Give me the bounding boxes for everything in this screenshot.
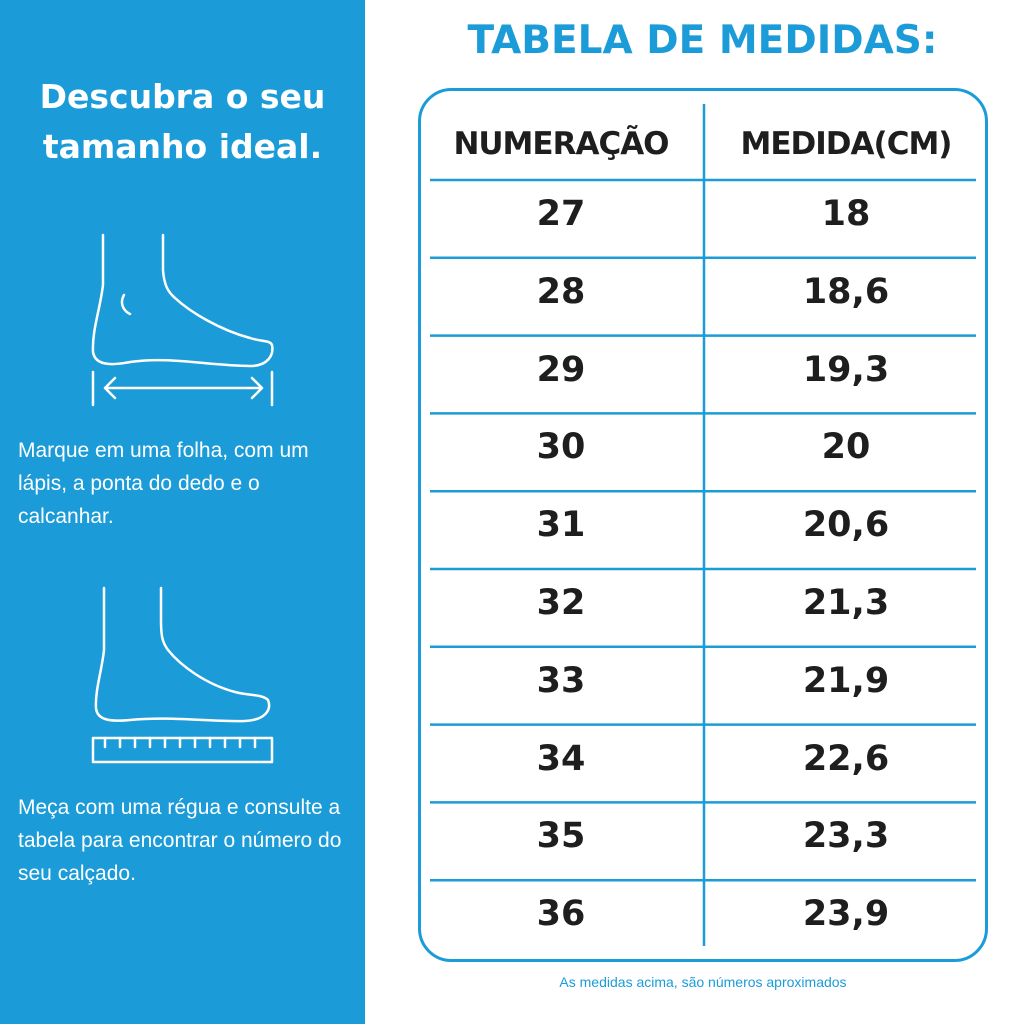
table-cell: 18,6 <box>802 271 890 312</box>
foot-outline <box>94 586 271 723</box>
table-cell: 19,3 <box>802 349 890 390</box>
heading-line: Descubra o seu <box>39 77 326 116</box>
table-cell: 18 <box>821 194 871 234</box>
ankle-mark <box>120 293 132 316</box>
ruler-ticks <box>103 736 257 749</box>
table-cell: 29 <box>536 349 586 390</box>
instruction-text: Marque em uma folha, com um lápis, a pon… <box>18 439 309 528</box>
table-cell: 20,6 <box>802 505 890 546</box>
instruction-text: Meça com uma régua e consulte a tabela p… <box>18 796 342 885</box>
footnote: As medidas acima, são números aproximado… <box>559 974 847 990</box>
table-cell: 28 <box>536 271 586 312</box>
column-header: NUMERAÇÃO <box>453 126 669 162</box>
foot-illustrations <box>91 233 274 764</box>
table-cell: 23,3 <box>802 816 890 857</box>
table-cell: 21,9 <box>802 660 890 701</box>
table-frame <box>418 88 988 962</box>
size-table: NUMERAÇÃO MEDIDA(CM) 27 18 28 18,6 29 19,3 30 20 3… <box>418 88 988 962</box>
info-panel <box>0 0 365 1024</box>
table-title: TABELA DE MEDIDAS: <box>467 18 938 63</box>
table-cell: 35 <box>536 816 586 857</box>
table-cell: 30 <box>536 427 586 468</box>
measure-arrow <box>91 370 274 407</box>
table-cell: 20 <box>821 427 871 468</box>
table-cell: 33 <box>536 660 586 701</box>
table-cell: 21,3 <box>802 583 890 623</box>
table-cell: 23,9 <box>802 894 890 935</box>
table-cell: 31 <box>536 505 586 546</box>
table-cell: 36 <box>536 894 586 935</box>
heading-line: tamanho ideal. <box>42 127 323 166</box>
table-cell: 27 <box>536 194 586 234</box>
ruler <box>91 736 274 764</box>
table-cell: 32 <box>536 583 586 623</box>
panel-heading: Descubra o seu tamanho ideal. <box>0 72 365 172</box>
column-header: MEDIDA(CM) <box>740 126 953 162</box>
foot-outline <box>91 233 274 368</box>
table-cell: 22,6 <box>802 738 890 779</box>
table-border <box>418 88 988 962</box>
table-cell: 34 <box>536 738 586 779</box>
